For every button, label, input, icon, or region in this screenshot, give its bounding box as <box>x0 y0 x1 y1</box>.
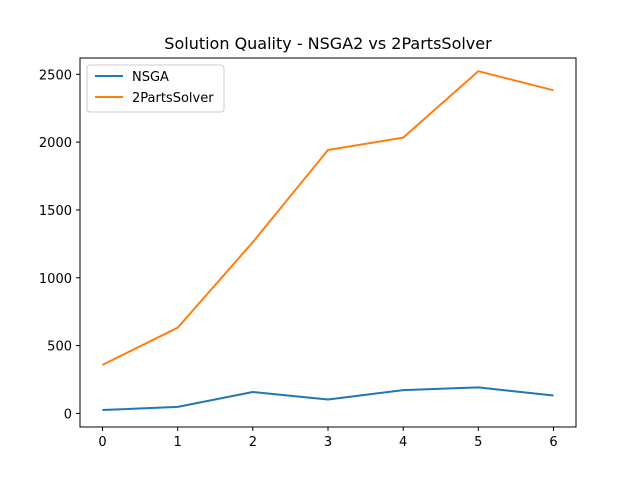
y-tick-label: 0 <box>64 407 72 422</box>
legend-label-nsga: NSGA <box>132 70 169 85</box>
y-tick-label: 1000 <box>39 272 72 287</box>
series-line-nsga <box>102 386 554 411</box>
x-tick-label: 2 <box>249 435 257 450</box>
y-tick-label: 2500 <box>39 68 72 83</box>
legend: NSGA 2PartsSolver <box>86 64 225 113</box>
x-tick-label: 1 <box>174 435 182 450</box>
x-tick-label: 3 <box>324 435 332 450</box>
plot-area <box>79 57 577 428</box>
series-lines <box>102 70 554 411</box>
x-tick-label: 6 <box>549 435 557 450</box>
y-tick-label: 1500 <box>39 204 72 219</box>
y-axis: 0 500 1000 1500 2000 2500 <box>39 68 80 422</box>
chart-title: Solution Quality - NSGA2 vs 2PartsSolver <box>164 34 492 53</box>
y-tick-label: 2000 <box>39 136 72 151</box>
x-tick-label: 4 <box>399 435 407 450</box>
x-axis: 0 1 2 3 4 5 6 <box>98 427 558 450</box>
y-tick-label: 500 <box>47 340 72 355</box>
x-tick-label: 0 <box>98 435 106 450</box>
x-tick-label: 5 <box>474 435 482 450</box>
legend-label-2partssolver: 2PartsSolver <box>132 91 214 106</box>
series-line-2partssolver <box>102 70 554 366</box>
